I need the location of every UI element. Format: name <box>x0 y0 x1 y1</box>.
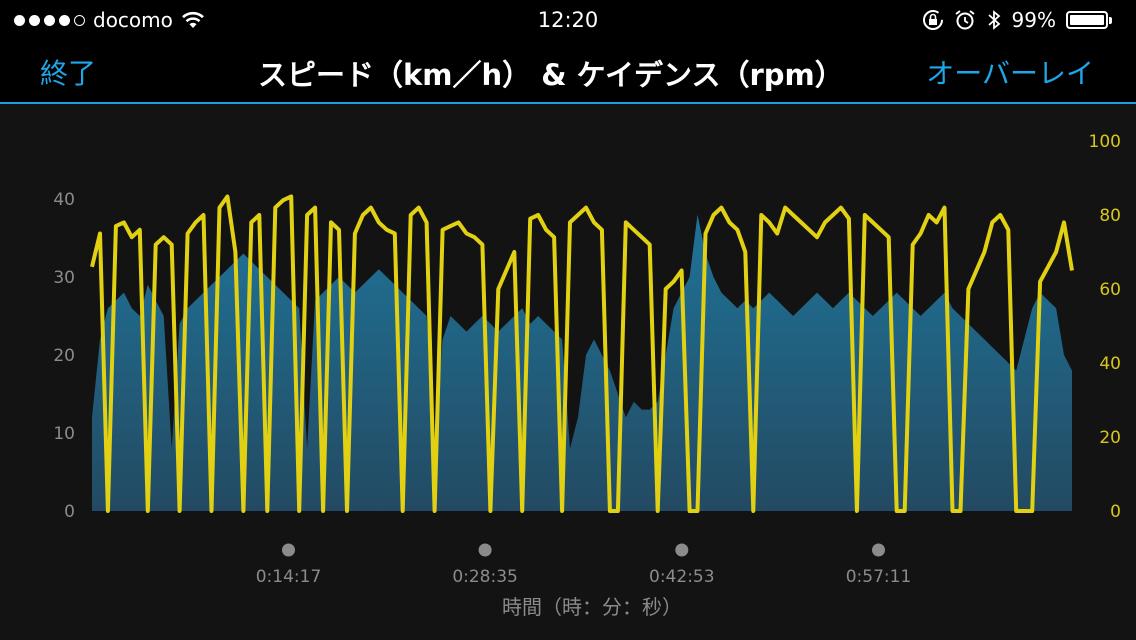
right-axis-tick: 100 <box>1089 132 1121 152</box>
bluetooth-icon <box>987 10 1000 30</box>
left-axis-tick: 10 <box>53 424 75 444</box>
x-axis-tick-marker[interactable] <box>872 543 885 557</box>
signal-dot <box>14 14 25 26</box>
chart-title: スピード（km／h） & ケイデンス（rpm） <box>258 58 844 92</box>
signal-dot <box>44 14 55 26</box>
x-axis-ticks[interactable]: 0:14:17 0:28:35 0:42:53 0:57:11 <box>256 543 912 588</box>
x-axis-tick-marker[interactable] <box>282 543 295 557</box>
right-axis-tick: 40 <box>1099 354 1121 374</box>
speed-cadence-chart: 0 10 20 30 40 0 20 40 60 80 100 0:14:17 0:28:35 0:4… <box>53 132 1121 619</box>
x-axis-tick-label: 0:42:53 <box>649 567 715 587</box>
alarm-icon <box>954 10 975 30</box>
wifi-icon <box>181 11 204 28</box>
done-button[interactable]: 終了 <box>40 57 97 90</box>
rotation-lock-icon <box>922 10 943 30</box>
signal-strength-icon <box>14 14 85 26</box>
carrier-name: docomo <box>93 8 173 32</box>
left-axis-tick: 40 <box>53 190 75 210</box>
battery-icon <box>1066 11 1112 29</box>
status-time: 12:20 <box>537 8 599 32</box>
x-axis-label: 時間（時：分：秒） <box>502 595 682 619</box>
overlay-button[interactable]: オーバーレイ <box>926 57 1094 90</box>
status-bar: docomo 12:20 99% <box>0 0 1136 40</box>
right-axis-tick: 0 <box>1110 502 1121 522</box>
right-axis-ticks: 0 20 40 60 80 100 <box>1089 132 1121 522</box>
x-axis-tick-label: 0:28:35 <box>452 567 518 587</box>
x-axis-tick-label: 0:57:11 <box>846 567 912 587</box>
x-axis-tick-marker[interactable] <box>675 543 689 557</box>
left-axis-tick: 20 <box>53 346 75 366</box>
signal-dot <box>59 14 70 26</box>
speed-area-series <box>92 214 1072 511</box>
status-right: 99% <box>922 8 1112 32</box>
left-axis-tick: 30 <box>53 268 75 288</box>
right-axis-tick: 20 <box>1099 428 1121 448</box>
left-axis-ticks: 0 10 20 30 40 <box>53 190 75 522</box>
x-axis-tick-label: 0:14:17 <box>256 567 322 587</box>
cadence-line-series <box>90 194 1074 513</box>
status-left: docomo <box>14 8 205 32</box>
right-axis-tick: 60 <box>1099 280 1121 300</box>
navigation-bar: 終了 スピード（km／h） & ケイデンス（rpm） オーバーレイ <box>0 40 1136 104</box>
left-axis-tick: 0 <box>64 502 75 522</box>
x-axis-tick-marker[interactable] <box>478 543 492 557</box>
signal-dot <box>29 14 40 26</box>
signal-dot <box>74 14 85 26</box>
battery-percent: 99% <box>1011 8 1056 32</box>
battery-fill <box>1070 15 1104 25</box>
right-axis-tick: 80 <box>1099 206 1121 226</box>
